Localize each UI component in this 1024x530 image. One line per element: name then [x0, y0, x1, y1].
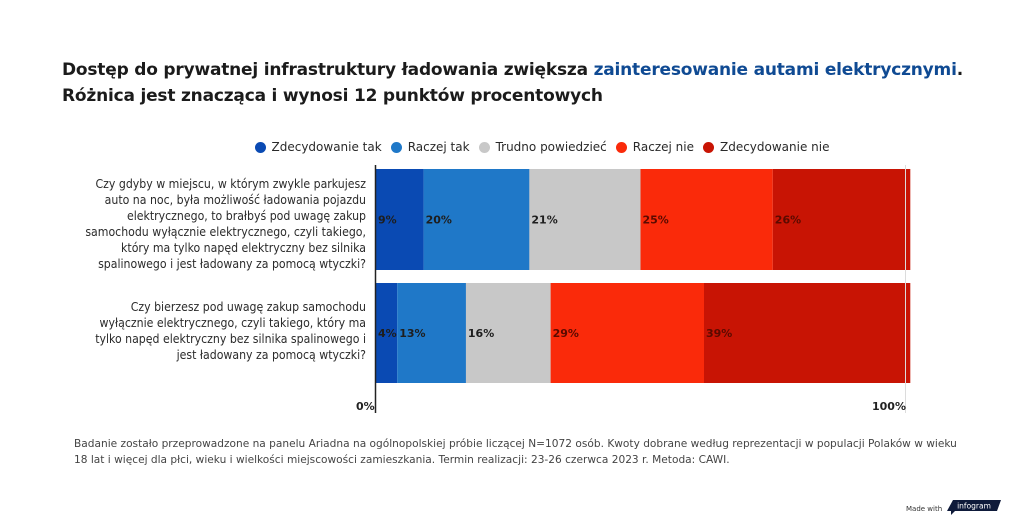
title-line2: Różnica jest znacząca i wynosi 12 punktó…: [62, 86, 603, 106]
legend-label: Trudno powiedzieć: [495, 140, 607, 154]
category-label-line: który ma tylko napęd elektryczny bez sil…: [121, 241, 366, 255]
category-label-line: auto na noc, była możliwość ładowania po…: [104, 193, 366, 207]
data-label: 25%: [643, 214, 669, 227]
legend-label: Zdecydowanie tak: [271, 140, 382, 154]
legend-item[interactable]: Zdecydowanie nie: [702, 140, 830, 154]
made-with-text: Made with: [906, 505, 943, 513]
chart-title: Dostęp do prywatnej infrastruktury ładow…: [62, 57, 1002, 109]
bar-segment[interactable]: [376, 169, 424, 270]
bar-segment[interactable]: [423, 169, 530, 270]
category-label-line: Czy bierzesz pod uwagę zakup samochodu: [130, 300, 366, 314]
title-part2: .: [956, 60, 963, 80]
bar-segment[interactable]: [640, 169, 773, 270]
category-label-line: spalinowego i jest ładowany za pomocą wt…: [98, 257, 366, 271]
legend-label: Raczej nie: [632, 140, 694, 154]
legend-label: Raczej tak: [407, 140, 470, 154]
data-label: 26%: [775, 214, 801, 227]
bar-segment[interactable]: [397, 283, 466, 383]
data-label: 20%: [426, 214, 452, 227]
data-label: 39%: [706, 327, 732, 340]
bar-segment[interactable]: [550, 283, 704, 383]
category-label-line: jest ładowany za pomocą wtyczki?: [176, 348, 366, 362]
legend-item[interactable]: Raczej tak: [390, 140, 470, 154]
legend-swatch: [615, 141, 627, 153]
category-label-line: wyłącznie elektrycznego, czyli takiego, …: [99, 316, 366, 330]
x-tick-label-0: 0%: [356, 400, 375, 413]
data-label: 21%: [531, 214, 557, 227]
bar-segment[interactable]: [704, 283, 911, 383]
category-label-line: samochodu wyłącznie elektrycznego, czyli…: [85, 225, 366, 239]
legend-swatch: [478, 141, 490, 153]
data-label: 16%: [468, 327, 494, 340]
category-label: Czy gdyby w miejscu, w którym zwykle par…: [62, 176, 366, 272]
legend-swatch: [390, 141, 402, 153]
legend-label: Zdecydowanie nie: [719, 140, 830, 154]
x-tick-label-100: 100%: [872, 400, 906, 413]
bar-segment[interactable]: [376, 283, 398, 383]
footnote-line1: Badanie zostało przeprowadzone na panelu…: [74, 438, 957, 450]
title-accent: zainteresowanie autami elektrycznymi: [593, 60, 957, 80]
legend-swatch: [702, 141, 714, 153]
infogram-logo-text: infogram: [957, 502, 991, 511]
category-label-line: tylko napęd elektryczny bez silnika spal…: [95, 332, 366, 346]
chart-legend: Zdecydowanie tak Raczej tak Trudno powiedz…: [0, 140, 1024, 154]
data-label: 4%: [378, 327, 397, 340]
legend-item[interactable]: Trudno powiedzieć: [478, 140, 607, 154]
category-label: Czy bierzesz pod uwagę zakup samochodu wy…: [62, 299, 366, 363]
data-label: 9%: [378, 214, 397, 227]
infogram-logo[interactable]: infogram: [947, 500, 1001, 515]
bar-segment[interactable]: [772, 169, 911, 270]
title-part1: Dostęp do prywatnej infrastruktury ładow…: [62, 60, 594, 80]
footnote: Badanie zostało przeprowadzone na panelu…: [74, 437, 974, 468]
footnote-line2: 18 lat i więcej dla płci, wieku i wielko…: [74, 453, 730, 466]
bar-segment[interactable]: [529, 169, 641, 270]
bar-segment[interactable]: [465, 283, 551, 383]
category-label-line: Czy gdyby w miejscu, w którym zwykle par…: [95, 177, 366, 191]
category-label-line: elektrycznego, to brałbyś pod uwagę zaku…: [126, 209, 366, 223]
data-label: 13%: [399, 327, 425, 340]
legend-item[interactable]: Raczej nie: [615, 140, 694, 154]
legend-swatch: [254, 141, 266, 153]
legend-item[interactable]: Zdecydowanie tak: [254, 140, 382, 154]
data-label: 29%: [553, 327, 579, 340]
